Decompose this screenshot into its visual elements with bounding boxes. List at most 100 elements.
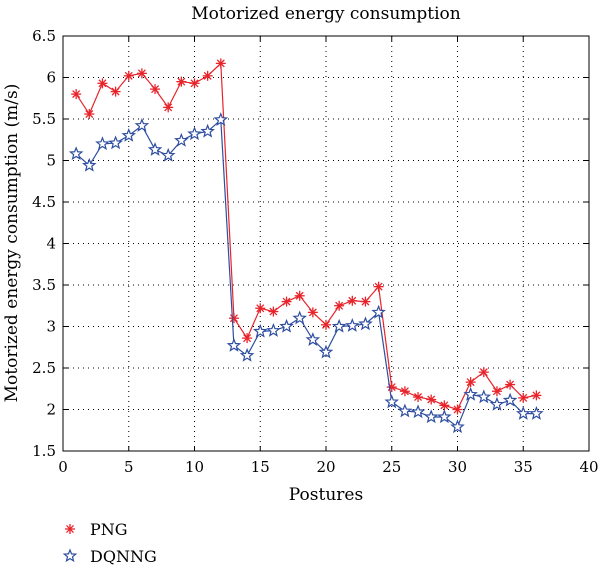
- data-point-png: [150, 84, 161, 95]
- data-point-dqnng: [318, 344, 334, 359]
- data-point-dqnng: [226, 337, 242, 352]
- y-tick-label: 5: [46, 152, 56, 170]
- data-point-dqnng: [476, 389, 492, 404]
- legend-item-png: PNG: [65, 520, 128, 539]
- data-point-dqnng: [252, 323, 268, 338]
- data-point-png: [255, 303, 266, 314]
- legend-marker-png: [65, 524, 75, 534]
- data-point-dqnng: [95, 136, 110, 151]
- data-point-dqnng: [174, 132, 189, 147]
- data-point-dqnng: [345, 318, 360, 332]
- data-point-dqnng: [502, 392, 518, 407]
- data-point-png: [505, 379, 516, 390]
- data-point-dqnng: [82, 157, 97, 172]
- data-point-png: [518, 392, 529, 403]
- x-tick-label: 30: [448, 458, 467, 476]
- y-tick-label: 4: [46, 235, 56, 253]
- data-point-png: [360, 296, 371, 307]
- legend-marker-dqnng: [62, 548, 78, 563]
- data-point-dqnng: [410, 404, 426, 419]
- y-tick-label: 6.5: [32, 27, 56, 45]
- data-point-png: [426, 394, 437, 405]
- data-point-dqnng: [213, 112, 229, 127]
- data-point-png: [347, 295, 358, 306]
- legend-item-dqnng: DQNNG: [62, 547, 157, 566]
- data-point-dqnng: [121, 127, 137, 142]
- data-point-png: [268, 306, 279, 317]
- x-tick-label: 15: [251, 458, 270, 476]
- data-point-dqnng: [437, 409, 452, 424]
- data-point-png: [242, 333, 253, 344]
- series-line-png: [75, 62, 537, 411]
- data-point-png: [97, 78, 108, 89]
- data-point-png: [307, 307, 318, 318]
- y-tick-label: 3.5: [32, 276, 56, 294]
- legend-label-png: PNG: [90, 520, 128, 539]
- data-point-png: [399, 386, 410, 397]
- data-point-dqnng: [200, 123, 215, 138]
- data-point-png: [110, 86, 121, 97]
- data-point-png: [202, 70, 213, 81]
- x-tick-label: 10: [185, 458, 204, 476]
- data-point-dqnng: [134, 117, 150, 132]
- data-point-dqnng: [305, 332, 321, 346]
- data-point-png: [413, 392, 424, 403]
- data-point-png: [281, 296, 292, 307]
- data-point-png: [294, 290, 305, 301]
- y-tick-label: 3: [46, 318, 56, 336]
- data-point-png: [373, 281, 384, 292]
- data-point-png: [228, 313, 239, 324]
- series-dqnng: [68, 112, 544, 434]
- data-point-dqnng: [331, 318, 347, 333]
- y-tick-label: 6: [46, 69, 56, 87]
- y-tick-label: 2: [46, 401, 56, 419]
- data-point-dqnng: [450, 419, 465, 434]
- data-point-dqnng: [239, 347, 255, 362]
- data-point-dqnng: [371, 304, 386, 319]
- y-tick-label: 2.5: [32, 359, 56, 377]
- data-point-dqnng: [489, 396, 505, 411]
- data-point-png: [321, 319, 331, 330]
- data-point-dqnng: [384, 394, 400, 409]
- series: [68, 58, 544, 434]
- tick-labels: 0 5 10 15 20 25 30 35 40 1.5 2 2.5 3 3.5 4 4.5 5 5.5 6 6.5: [32, 27, 598, 476]
- data-point-png: [439, 400, 450, 411]
- data-point-png: [176, 76, 187, 87]
- x-tick-label: 40: [579, 458, 598, 476]
- data-point-dqnng: [358, 316, 373, 331]
- data-point-png: [163, 102, 174, 113]
- chart-title: Motorized energy consumption: [191, 4, 461, 24]
- data-point-png: [386, 382, 397, 393]
- data-point-png: [189, 78, 200, 89]
- data-point-dqnng: [108, 135, 123, 150]
- data-point-dqnng: [292, 310, 307, 325]
- data-point-dqnng: [463, 386, 478, 401]
- data-point-dqnng: [160, 147, 176, 162]
- data-point-png: [215, 58, 226, 69]
- legend-label-dqnng: DQNNG: [90, 547, 157, 566]
- y-tick-label: 1.5: [32, 442, 56, 460]
- data-point-dqnng: [68, 146, 84, 161]
- y-tick-label: 5.5: [32, 110, 56, 128]
- data-point-dqnng: [266, 323, 281, 337]
- series-png: [71, 58, 542, 415]
- data-point-png: [71, 89, 82, 100]
- data-point-dqnng: [423, 409, 439, 424]
- data-point-png: [531, 390, 542, 401]
- data-point-png: [465, 377, 476, 388]
- y-tick-label: 4.5: [32, 193, 56, 211]
- data-point-png: [123, 70, 134, 81]
- x-tick-label: 0: [58, 458, 68, 476]
- x-axis-title: Postures: [289, 485, 363, 505]
- y-axis-title: Motorized energy consumption (m/s): [2, 84, 22, 403]
- data-point-dqnng: [279, 318, 294, 333]
- legend: PNG DQNNG: [62, 520, 157, 566]
- data-point-png: [478, 367, 489, 378]
- x-tick-label: 25: [382, 458, 401, 476]
- data-point-dqnng: [187, 126, 202, 141]
- data-point-png: [84, 109, 95, 120]
- data-point-dqnng: [515, 406, 531, 420]
- data-point-dqnng: [397, 403, 413, 418]
- axis-ticks: [62, 35, 590, 452]
